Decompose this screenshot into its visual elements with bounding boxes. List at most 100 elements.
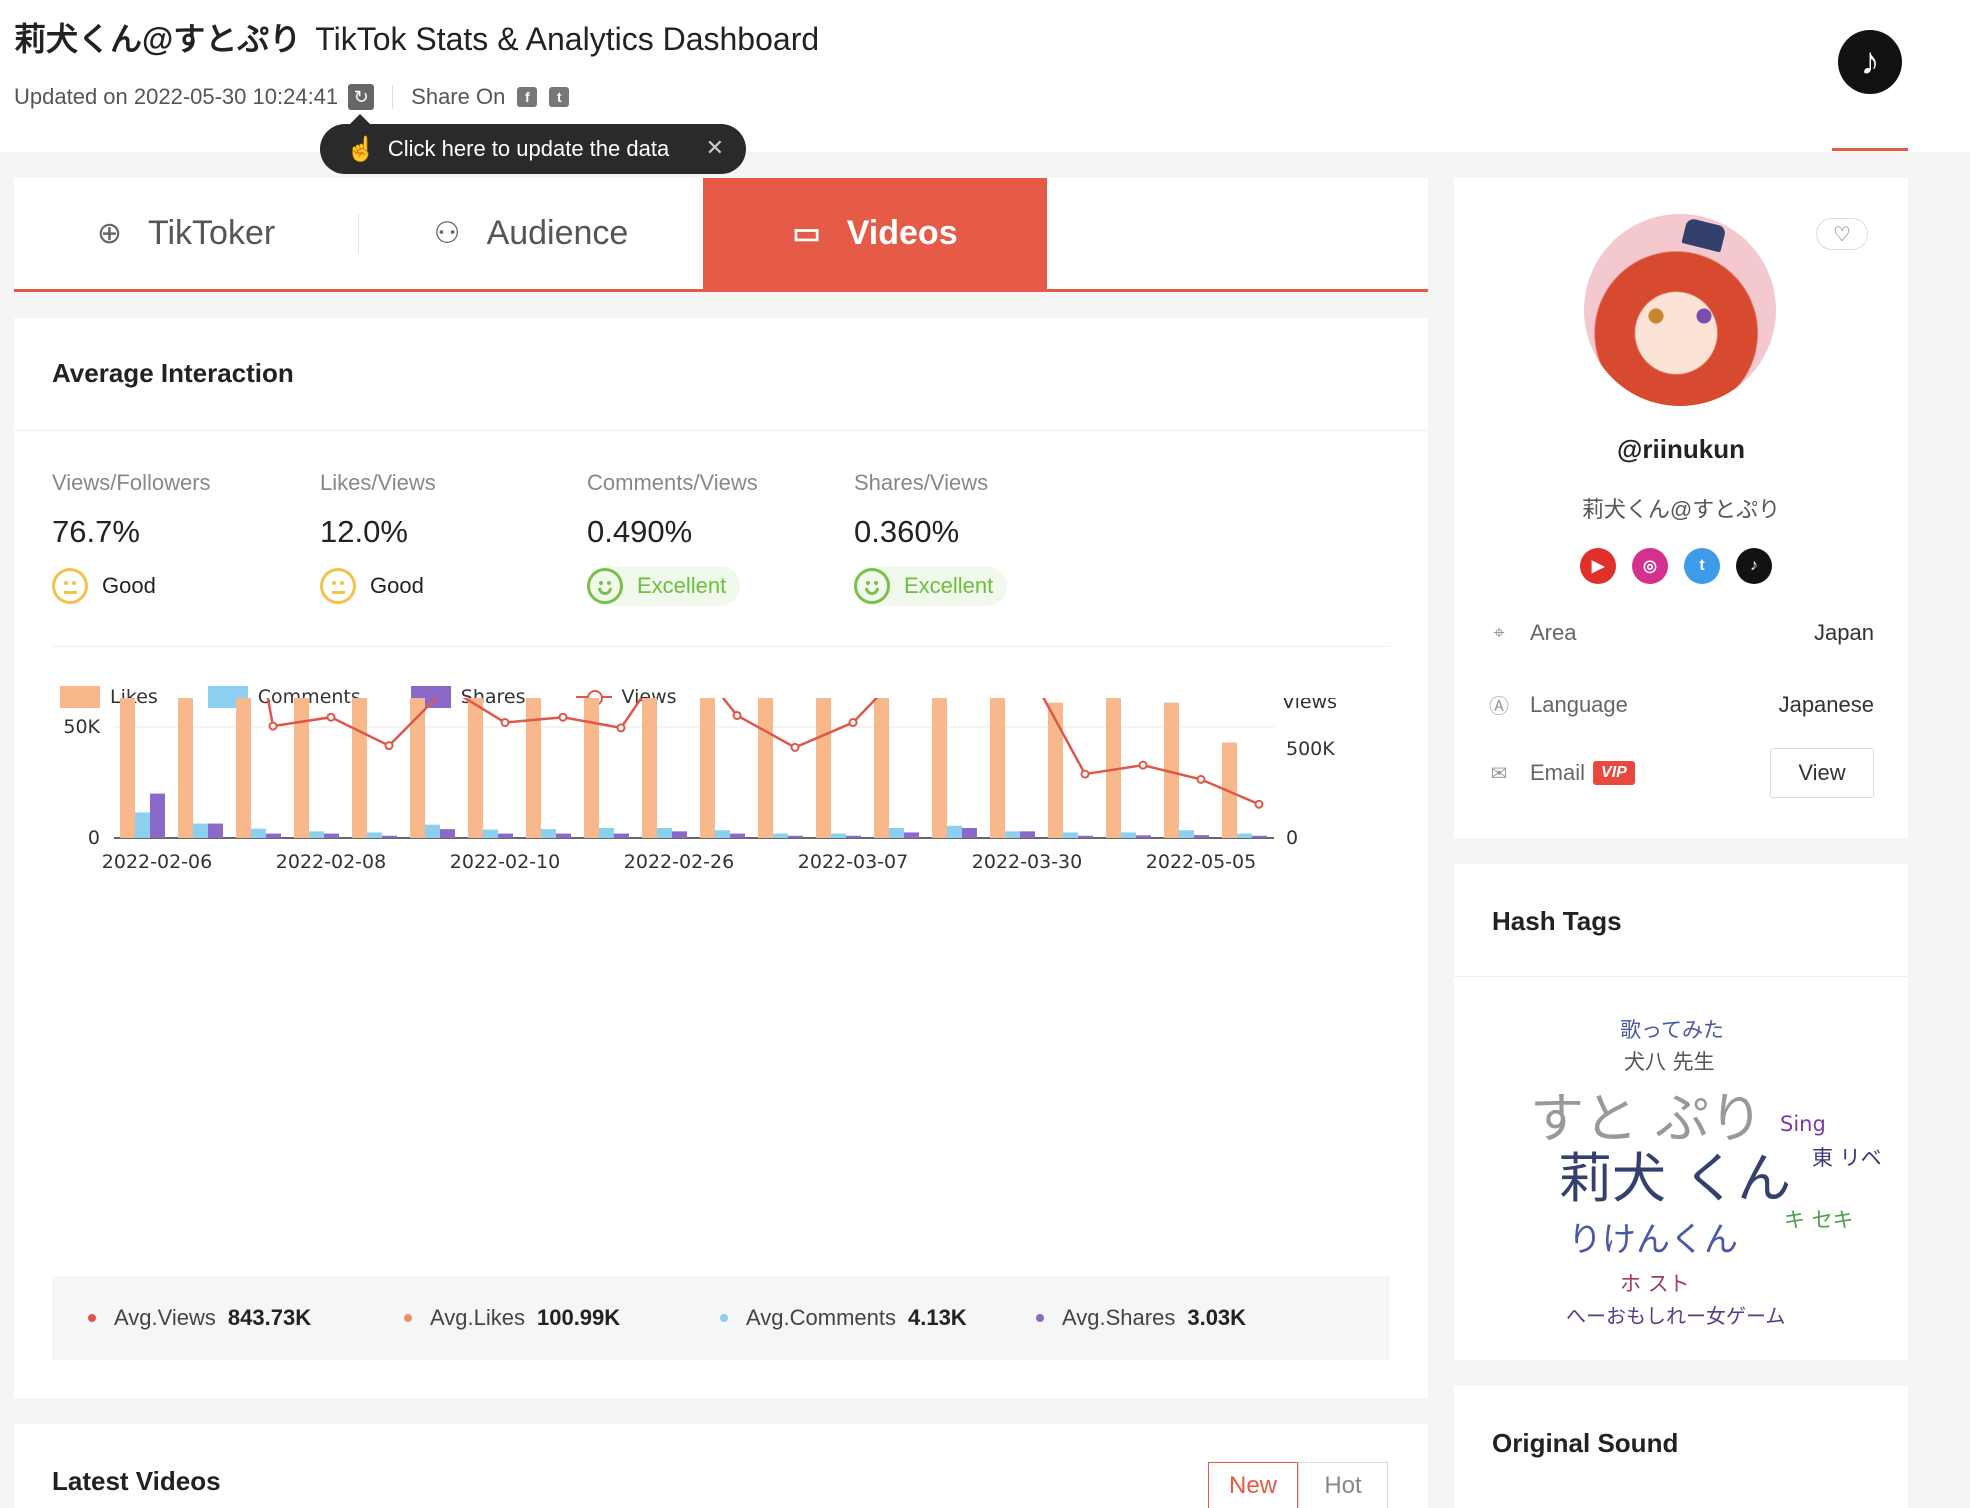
hand-cursor-icon: ☝ [346, 135, 376, 163]
twitter-icon[interactable]: t [549, 87, 570, 107]
section-title: Hash Tags [1492, 906, 1622, 936]
bar-shares [846, 835, 861, 838]
sort-toggle: New Hot [1208, 1462, 1388, 1508]
info-value: Japan [1814, 620, 1874, 645]
info-label: Area [1530, 620, 1577, 645]
avg-likes: Avg.Likes 100.99K [404, 1305, 720, 1331]
tab-label: Videos [846, 214, 958, 252]
avg-label: Avg.Views [114, 1305, 216, 1330]
views-point [558, 712, 568, 722]
creator-name: 莉犬くん@すとぷり [14, 21, 302, 57]
info-value: Japanese [1778, 691, 1874, 717]
bar-comments [541, 829, 556, 838]
bar-shares [788, 835, 803, 838]
vip-badge: VIP [1593, 761, 1635, 785]
bar-comments [599, 828, 614, 838]
bar-shares [498, 833, 513, 838]
metric-shares-views: Shares/Views 0.360% Excellent [854, 470, 1114, 609]
bar-shares [150, 793, 165, 838]
rating-badge: Good [320, 566, 438, 606]
dot-icon [1036, 1314, 1044, 1322]
metric-label: Likes/Views [320, 470, 436, 495]
metric-value: 76.7% [52, 514, 140, 549]
x-tick-label: 2022-02-10 [450, 851, 560, 873]
hashtag[interactable]: 犬八 先生 [1624, 1050, 1715, 1074]
sort-hot-button[interactable]: Hot [1298, 1462, 1388, 1508]
legend-swatch [60, 686, 100, 708]
profile-nickname: 莉犬くん@すとぷり [1581, 497, 1781, 522]
views-point [326, 712, 336, 722]
hashtag[interactable]: 東 リベ [1812, 1146, 1882, 1170]
refresh-icon[interactable]: ↻ [348, 84, 375, 110]
rating-badge: Excellent [587, 566, 741, 606]
tab-audience[interactable]: ⚇ Audience [359, 178, 703, 289]
bar-comments [1063, 832, 1078, 838]
bar-shares [208, 823, 223, 838]
x-tick-label: 2022-02-26 [624, 851, 734, 873]
view-email-button[interactable]: View [1770, 748, 1874, 798]
area-row: ⌖ Area Japan [1488, 620, 1874, 646]
youtube-icon[interactable]: ▶ [1580, 548, 1616, 584]
audience-icon: ⚇ [433, 217, 461, 250]
hashtag[interactable]: 歌ってみた [1620, 1018, 1724, 1042]
avg-comments: Avg.Comments 4.13K [720, 1305, 1036, 1331]
bar-likes [410, 698, 425, 838]
rating-text: Good [370, 573, 424, 598]
x-tick-label: 2022-02-08 [276, 851, 386, 873]
social-links: ▶ ◎ t ♪ [1580, 548, 1788, 584]
x-tick-label: 2022-05-05 [1146, 851, 1256, 873]
bar-comments [947, 825, 962, 838]
bar-comments [889, 828, 904, 838]
update-tooltip: ☝ Click here to update the data ✕ [320, 114, 746, 174]
bar-likes [700, 698, 715, 838]
location-pin-icon: ⌖ [1493, 621, 1505, 644]
bar-likes [468, 698, 483, 838]
tooltip-text: Click here to update the data [387, 136, 670, 161]
views-point [1196, 774, 1206, 784]
instagram-icon[interactable]: ◎ [1632, 548, 1668, 584]
tab-tiktoker[interactable]: ⊕ TikToker [14, 178, 358, 289]
rating-badge: Excellent [854, 566, 1008, 606]
hashtag[interactable]: キ セキ [1784, 1208, 1854, 1232]
twitter-icon[interactable]: t [1684, 548, 1720, 584]
divider [1454, 976, 1908, 977]
metric-comments-views: Comments/Views 0.490% Excellent [587, 470, 847, 609]
hashtag[interactable]: 莉犬 くん [1558, 1147, 1792, 1210]
tab-videos[interactable]: ▭ Videos [703, 178, 1047, 289]
sort-new-button[interactable]: New [1208, 1462, 1298, 1508]
close-icon[interactable]: ✕ [705, 135, 724, 160]
original-sound-card: Original Sound [1454, 1386, 1908, 1508]
share-label: Share On [411, 84, 506, 109]
hashtag[interactable]: Sing [1780, 1112, 1826, 1136]
language-row: Ⓐ Language Japanese [1488, 690, 1874, 719]
rating-text: Good [102, 573, 156, 598]
hashtag[interactable]: ホ スト [1620, 1272, 1690, 1296]
tiktok-logo-icon[interactable]: ♪ [1838, 30, 1902, 94]
views-point [384, 741, 394, 751]
bar-likes [294, 698, 309, 838]
bar-likes [178, 698, 193, 838]
avg-label: Avg.Shares [1062, 1305, 1176, 1330]
hashtag[interactable]: りけんくん [1568, 1220, 1738, 1260]
bar-comments [1237, 833, 1252, 838]
tiktok-icon[interactable]: ♪ [1736, 548, 1772, 584]
smile-face-icon [854, 568, 890, 604]
bar-shares [1136, 835, 1151, 838]
video-camera-icon: ▭ [792, 217, 821, 250]
avg-value: 100.99K [536, 1305, 621, 1330]
average-interaction-card: Average Interaction Views/Followers 76.7… [14, 318, 1428, 1398]
bar-shares [614, 833, 629, 838]
facebook-icon[interactable]: f [517, 87, 538, 107]
bar-shares [556, 833, 571, 838]
bar-shares [1078, 835, 1093, 838]
bar-comments [367, 832, 382, 838]
language-icon: Ⓐ [1489, 696, 1509, 718]
bar-comments [1179, 830, 1194, 838]
rating-badge: Good [52, 566, 170, 606]
hashtag[interactable]: へーおもしれー女ゲーム [1566, 1304, 1786, 1328]
metric-value: 0.360% [854, 514, 960, 549]
averages-bar: Avg.Views 843.73K Avg.Likes 100.99K Avg.Co… [52, 1276, 1390, 1360]
avg-label: Avg.Comments [746, 1305, 896, 1330]
hashtag[interactable]: すと ぷり [1530, 1087, 1764, 1150]
heart-icon[interactable]: ♡ [1816, 218, 1868, 250]
